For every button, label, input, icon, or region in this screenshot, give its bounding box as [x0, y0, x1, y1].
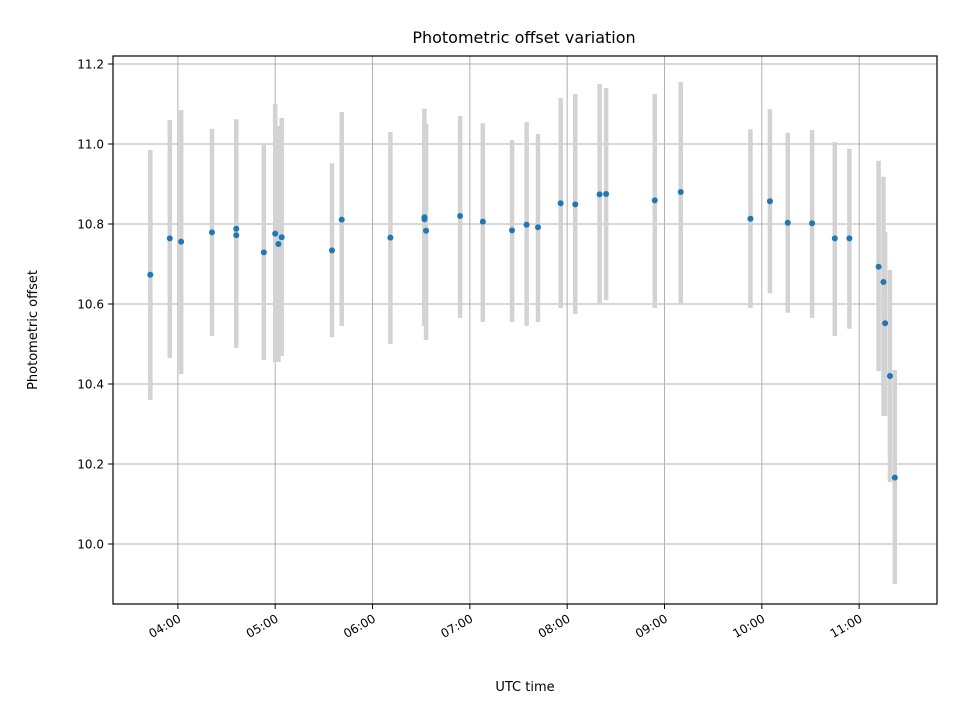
data-point [208, 229, 215, 236]
plot-area-frame [112, 55, 938, 605]
x-axis-ticks: 04:00 05:00 06:00 07:00 08:00 09:00 10:00 11:00 [146, 604, 865, 641]
data-point [831, 235, 838, 242]
data-point [766, 198, 773, 205]
data-point [596, 191, 603, 198]
data-point [328, 247, 335, 254]
x-tick-label: 05:00 [244, 611, 281, 640]
y-tick-label: 11.0 [77, 138, 104, 152]
data-point [557, 200, 564, 207]
data-point [523, 221, 530, 228]
data-point [677, 189, 684, 195]
data-point [166, 235, 173, 242]
y-axis-ticks: 10.0 10.2 10.4 10.6 10.8 11.0 11.2 [77, 58, 113, 552]
data-point [278, 234, 285, 241]
x-axis-label: UTC time [495, 680, 554, 695]
data-point [272, 230, 279, 237]
data-point [509, 227, 516, 234]
data-point [603, 191, 610, 197]
data-point [479, 218, 486, 225]
data-point [875, 263, 882, 270]
data-point [178, 238, 185, 245]
data-point [260, 249, 267, 256]
data-point [880, 279, 887, 285]
data-point [747, 215, 754, 222]
data-point [891, 474, 898, 481]
data-point [275, 241, 282, 247]
data-point [423, 227, 430, 234]
data-point [784, 219, 791, 226]
data-point [846, 235, 853, 242]
data-point [809, 220, 816, 227]
x-tick-label: 06:00 [341, 611, 378, 640]
data-point [387, 234, 394, 241]
y-tick-label: 10.6 [77, 298, 104, 312]
chart-title: Photometric offset variation [412, 28, 635, 47]
y-tick-label: 10.0 [77, 538, 104, 552]
data-point [338, 216, 345, 223]
x-tick-label: 04:00 [146, 611, 183, 640]
error-bars [148, 82, 898, 584]
x-tick-label: 07:00 [438, 611, 475, 640]
data-points [147, 189, 898, 481]
data-point [572, 201, 579, 208]
data-point [233, 225, 240, 232]
x-tick-label: 09:00 [633, 611, 670, 640]
data-point [147, 271, 154, 278]
data-point [233, 232, 240, 239]
data-point [651, 197, 658, 204]
data-point [534, 224, 541, 231]
data-point [457, 213, 464, 219]
data-point [886, 373, 893, 379]
y-tick-label: 11.2 [77, 58, 104, 72]
data-point [421, 216, 428, 223]
x-tick-label: 08:00 [536, 611, 573, 640]
x-tick-label: 10:00 [730, 611, 767, 640]
data-point [882, 320, 889, 327]
y-tick-label: 10.4 [77, 378, 104, 392]
y-tick-label: 10.8 [77, 218, 104, 232]
y-axis-label: Photometric offset [26, 270, 41, 390]
y-tick-label: 10.2 [77, 458, 104, 472]
x-tick-label: 11:00 [828, 611, 865, 640]
